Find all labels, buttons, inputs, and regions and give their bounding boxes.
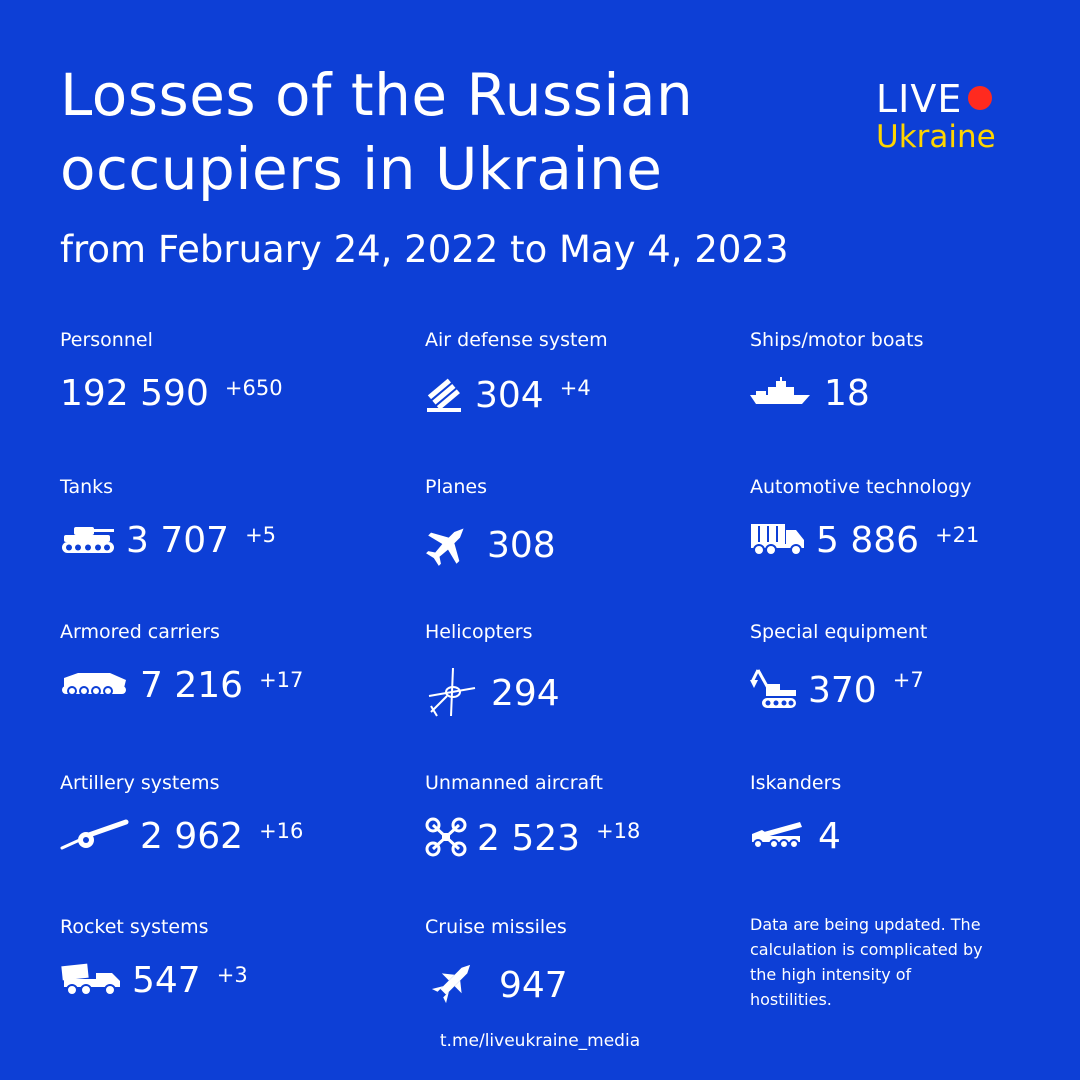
stat-value: 192 590 (60, 373, 209, 414)
artillery-icon (60, 818, 130, 856)
stat-value: 547 (132, 960, 201, 1001)
stat-delta: +4 (559, 376, 591, 400)
stat-label: Artillery systems (60, 772, 220, 794)
rocket-launcher-icon (60, 961, 122, 1001)
stat-air-defense-system: Air defense system 304 +4 (425, 328, 608, 418)
iskander-icon (750, 820, 804, 854)
stat-delta: +650 (224, 376, 283, 400)
stat-planes: Planes 308 (425, 475, 556, 571)
stat-delta: +21 (935, 523, 980, 547)
stat-label: Cruise missiles (425, 916, 567, 938)
stat-delta: +18 (596, 819, 641, 843)
stat-special-equipment: Special equipment 370 +7 (750, 620, 927, 716)
stat-value: 5 886 (816, 520, 920, 561)
stat-label: Armored carriers (60, 621, 220, 643)
stat-label: Special equipment (750, 621, 928, 643)
date-range-subtitle: from February 24, 2022 to May 4, 2023 (60, 228, 789, 271)
missile-icon (425, 961, 477, 1011)
helicopter-icon (425, 666, 477, 722)
stat-label: Planes (425, 476, 488, 498)
stat-label: Personnel (60, 329, 153, 351)
stat-iskanders: Iskanders 4 (750, 771, 841, 857)
stat-automotive-technology: Automotive technology 5 886 +21 (750, 475, 979, 561)
live-dot-icon (968, 86, 993, 110)
stat-label: Iskanders (750, 772, 842, 794)
page-title: Losses of the Russian occupiers in Ukrai… (60, 61, 694, 203)
stat-rocket-systems: Rocket systems 547 +3 (60, 915, 248, 1001)
stat-label: Tanks (60, 476, 114, 498)
live-ukraine-logo: LIVE Ukraine (876, 78, 996, 154)
air-defense-icon (425, 374, 465, 418)
stat-value: 294 (491, 673, 560, 714)
stat-value: 18 (824, 373, 870, 414)
stat-armored-carriers: Armored carriers 7 216 +17 (60, 620, 303, 706)
stat-value: 947 (499, 965, 568, 1006)
stat-tanks: Tanks 3 707 +5 (60, 475, 276, 561)
telegram-link[interactable]: t.me/liveukraine_media (439, 1031, 641, 1051)
stat-delta: +17 (259, 668, 304, 692)
stat-artillery-systems: Artillery systems 2 962 +16 (60, 771, 303, 857)
stat-value: 2 523 (477, 818, 581, 859)
drone-icon (425, 817, 467, 861)
armored-carrier-icon (60, 670, 130, 702)
tank-icon (60, 523, 116, 559)
logo-ukraine: Ukraine (876, 119, 996, 155)
stat-value: 4 (818, 816, 841, 857)
stat-label: Automotive technology (750, 476, 972, 498)
stat-delta: +3 (216, 963, 248, 987)
stat-value: 370 (808, 670, 877, 711)
stat-helicopters: Helicopters 294 (425, 620, 560, 722)
stat-value: 2 962 (140, 816, 244, 857)
excavator-icon (750, 666, 798, 716)
truck-icon (750, 522, 806, 560)
logo-live: LIVE (876, 78, 996, 120)
stat-value: 304 (475, 375, 544, 416)
stat-label: Air defense system (425, 329, 608, 351)
plane-icon (425, 521, 471, 571)
stat-value: 3 707 (126, 520, 230, 561)
stat-ships: Ships/motor boats 18 (750, 328, 923, 414)
stat-label: Helicopters (425, 621, 533, 643)
ship-icon (750, 377, 810, 411)
stat-label: Unmanned aircraft (425, 772, 603, 794)
stat-personnel: Personnel 192 590 +650 (60, 328, 283, 414)
stat-label: Ships/motor boats (750, 329, 924, 351)
stat-delta: +7 (892, 668, 924, 692)
stat-cruise-missiles: Cruise missiles 947 (425, 915, 568, 1011)
logo-live-text: LIVE (876, 77, 963, 121)
stat-value: 308 (487, 525, 556, 566)
stat-delta: +16 (259, 819, 304, 843)
stat-delta: +5 (245, 523, 277, 547)
stat-unmanned-aircraft: Unmanned aircraft 2 523 +18 (425, 771, 640, 861)
stat-label: Rocket systems (60, 916, 209, 938)
stat-value: 7 216 (140, 665, 244, 706)
data-update-note: Data are being updated. The calculation … (750, 915, 983, 1009)
